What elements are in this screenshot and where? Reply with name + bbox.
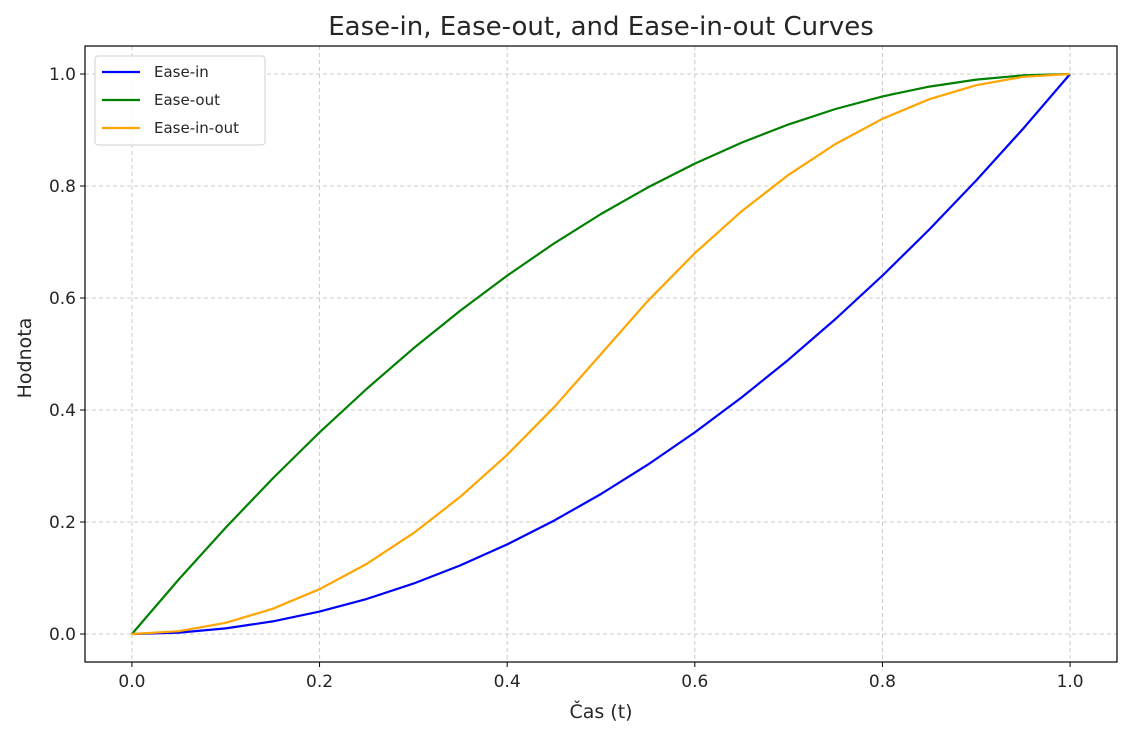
legend: Ease-in Ease-out Ease-in-out <box>94 55 266 146</box>
series-line-ease-in <box>131 73 1071 636</box>
plot-frame <box>84 45 1118 663</box>
y-tick-label: 1.0 <box>49 65 76 85</box>
x-tick-label: 0.6 <box>681 672 708 692</box>
series-line-ease-in-out <box>131 72 1071 636</box>
y-tick-label: 0.6 <box>49 289 76 309</box>
x-tick-label: 0.0 <box>118 672 145 692</box>
legend-label: Ease-out <box>154 91 220 109</box>
axis-ticks: 0.0 0.2 0.4 0.6 0.8 1.0 0.0 0.2 0.4 0.6 0.8 1.0 <box>49 65 1084 692</box>
x-tick-label: 0.8 <box>869 672 896 692</box>
x-tick-label: 1.0 <box>1057 672 1084 692</box>
y-tick-label: 0.0 <box>49 625 76 645</box>
legend-label: Ease-in <box>154 63 209 81</box>
y-tick-label: 0.8 <box>49 177 76 197</box>
x-axis-label: Čas (t) <box>569 699 632 723</box>
x-tick-label: 0.2 <box>306 672 333 692</box>
y-axis-label: Hodnota <box>14 318 36 399</box>
series-line-ease-out <box>131 72 1071 635</box>
y-tick-label: 0.2 <box>49 513 76 533</box>
legend-label: Ease-in-out <box>154 119 239 137</box>
legend-box <box>94 55 266 146</box>
x-tick-label: 0.4 <box>494 672 521 692</box>
y-tick-label: 0.4 <box>49 401 76 421</box>
series-lines <box>131 72 1071 636</box>
chart-title: Ease-in, Ease-out, and Ease-in-out Curve… <box>328 12 874 42</box>
